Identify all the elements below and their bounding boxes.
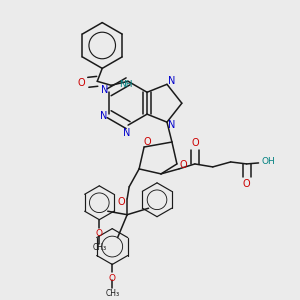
Text: OH: OH: [262, 158, 275, 166]
Text: CH₃: CH₃: [92, 243, 106, 252]
Text: CH₃: CH₃: [105, 289, 119, 298]
Text: N: N: [101, 85, 109, 95]
Text: N: N: [168, 76, 175, 86]
Text: N: N: [168, 120, 175, 130]
Text: O: O: [191, 138, 199, 148]
Text: O: O: [109, 274, 116, 283]
Text: O: O: [77, 78, 85, 88]
Text: O: O: [96, 229, 103, 238]
Text: O: O: [117, 197, 125, 207]
Text: NH: NH: [119, 80, 133, 89]
Text: O: O: [143, 137, 151, 147]
Text: N: N: [100, 111, 108, 121]
Text: N: N: [123, 128, 131, 138]
Text: O: O: [179, 160, 187, 170]
Text: O: O: [243, 179, 250, 189]
